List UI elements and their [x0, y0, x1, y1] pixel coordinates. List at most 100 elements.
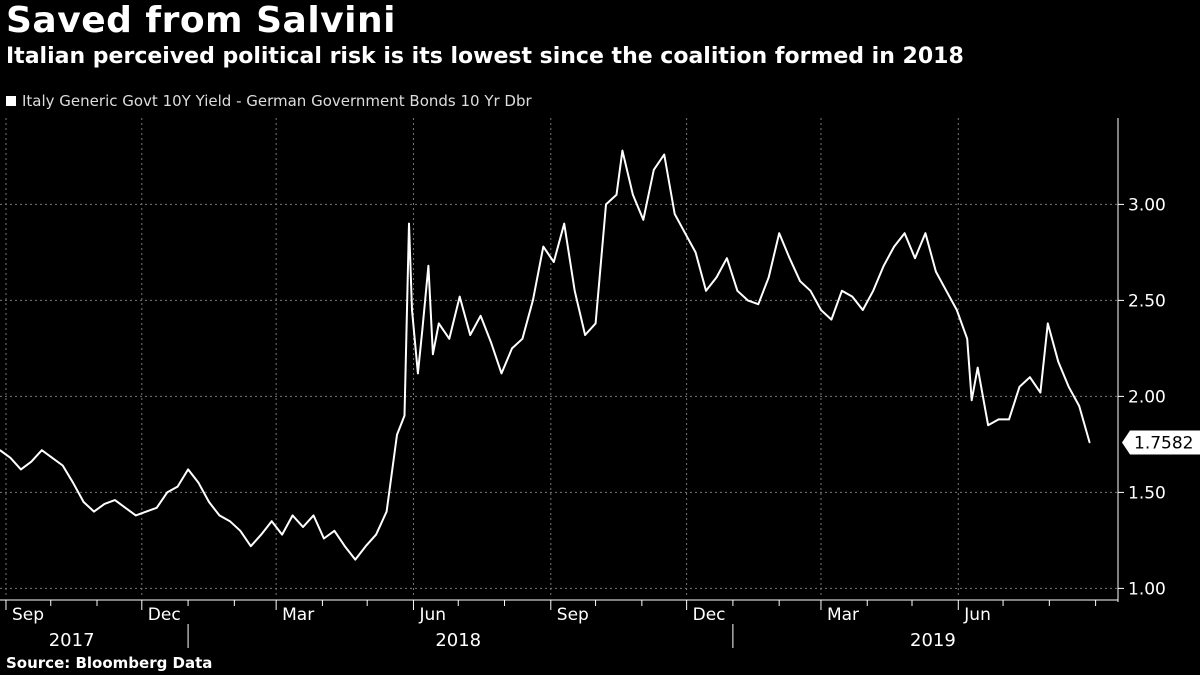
data-point: [605, 203, 607, 206]
data-point: [135, 514, 137, 517]
data-point: [166, 491, 168, 494]
data-point: [778, 232, 780, 234]
data-point: [1067, 386, 1070, 388]
legend: Italy Generic Govt 10Y Yield - German Go…: [6, 92, 532, 110]
last-value-box: [1122, 430, 1200, 455]
data-point: [270, 520, 273, 522]
data-point: [155, 507, 158, 509]
data-point: [41, 449, 43, 452]
data-point: [820, 309, 822, 311]
y-tick-label: 1.50: [1128, 483, 1166, 503]
data-point: [663, 153, 665, 156]
y-tick-label: 2.00: [1128, 387, 1166, 407]
data-point: [260, 533, 263, 536]
x-tick-label: Dec: [693, 605, 726, 625]
data-point: [124, 507, 127, 509]
chart-subtitle: Italian perceived political risk is its …: [6, 44, 964, 69]
data-point: [208, 501, 210, 503]
data-point: [145, 510, 148, 513]
axes: [0, 118, 1124, 648]
data-point: [72, 482, 74, 484]
last-value-callout: 1.7582: [1122, 430, 1200, 455]
data-point: [966, 338, 968, 340]
data-point: [421, 328, 424, 331]
data-point: [573, 290, 576, 292]
data-point: [705, 290, 707, 292]
legend-swatch: [6, 96, 16, 106]
data-point: [956, 309, 958, 311]
y-tick-label: 1.00: [1128, 579, 1166, 599]
data-point: [427, 265, 430, 267]
data-point: [20, 468, 22, 471]
data-point: [799, 280, 801, 283]
data-point: [893, 245, 895, 248]
x-tick-label: Dec: [148, 605, 181, 625]
data-point: [438, 322, 440, 325]
x-tick-label: Sep: [557, 605, 589, 625]
x-tick-label: Jun: [963, 605, 991, 625]
data-point: [103, 503, 106, 505]
data-point: [479, 315, 482, 317]
data-point: [841, 290, 843, 292]
data-point: [715, 276, 718, 279]
data-point: [30, 460, 33, 463]
data-point: [935, 270, 937, 273]
data-point: [500, 372, 503, 375]
data-point: [736, 290, 739, 292]
y-axis-labels: 1.00 1.50 2.00 2.50 3.00: [1128, 195, 1166, 599]
data-point: [490, 341, 492, 344]
data-point: [250, 545, 252, 547]
data-point: [1039, 391, 1042, 394]
data-point: [1047, 322, 1049, 325]
data-point: [291, 514, 294, 517]
data-point: [302, 526, 304, 528]
data-point: [542, 245, 545, 248]
data-point: [0, 449, 1, 451]
data-point: [469, 334, 472, 336]
data-point: [333, 530, 336, 532]
x-tick-label: Sep: [12, 605, 44, 625]
data-point: [114, 499, 116, 501]
data-point: [757, 303, 760, 306]
data-point: [903, 232, 906, 234]
series-line: [0, 149, 1091, 561]
data-point: [970, 399, 973, 402]
data-point: [830, 318, 833, 321]
last-value-label: 1.7582: [1134, 433, 1193, 453]
data-point: [976, 366, 979, 369]
data-point: [584, 334, 586, 336]
data-point: [458, 295, 461, 298]
data-point: [82, 501, 85, 503]
data-point: [882, 265, 885, 267]
data-point: [521, 338, 524, 340]
data-point: [553, 261, 555, 263]
data-point: [621, 149, 624, 152]
data-point: [354, 558, 357, 561]
year-label: 2017: [49, 630, 95, 651]
data-point: [239, 530, 242, 532]
data-point: [176, 485, 179, 488]
data-point: [281, 533, 283, 536]
data-point: [997, 418, 1000, 421]
year-label: 2018: [435, 630, 481, 651]
data-point: [9, 457, 12, 459]
x-tick-label: Mar: [827, 605, 859, 625]
source-note: Source: Bloomberg Data: [6, 654, 213, 672]
data-point: [396, 434, 398, 436]
data-point: [1078, 405, 1080, 407]
data-point: [694, 251, 697, 254]
data-point: [945, 290, 948, 292]
data-point: [1057, 361, 1060, 363]
data-point: [673, 213, 676, 215]
data-point: [1088, 441, 1091, 444]
data-point: [375, 533, 377, 536]
data-point: [1008, 418, 1010, 421]
data-point: [726, 257, 728, 260]
data-point: [914, 257, 916, 260]
data-point: [788, 257, 791, 260]
legend-label: Italy Generic Govt 10Y Yield - German Go…: [22, 92, 532, 110]
data-point: [1018, 386, 1021, 388]
series-lines: [0, 149, 1091, 561]
data-point: [653, 169, 655, 171]
